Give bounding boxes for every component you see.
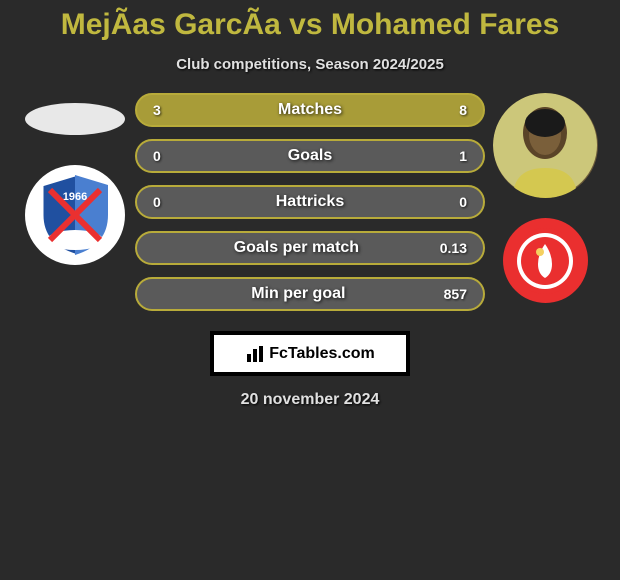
comparison-content: 1966 3 Matches 8 0 Goals 1 0 Hattricks 0… xyxy=(0,93,620,311)
shield-icon: 1966 xyxy=(30,170,120,260)
stat-label: Matches xyxy=(278,101,342,119)
stat-right-value: 0.13 xyxy=(440,240,467,256)
stats-bars: 3 Matches 8 0 Goals 1 0 Hattricks 0 Goal… xyxy=(135,93,485,311)
right-club-badge xyxy=(503,218,588,303)
badge-year: 1966 xyxy=(63,191,87,203)
right-player-avatar xyxy=(493,93,598,198)
stat-right-value: 0 xyxy=(459,194,467,210)
left-player-column: 1966 xyxy=(15,93,135,265)
right-player-column xyxy=(485,93,605,303)
date-label: 20 november 2024 xyxy=(0,391,620,409)
page-title: MejÃas GarcÃa vs Mohamed Fares xyxy=(0,0,620,42)
person-icon xyxy=(493,93,598,198)
stat-left-value: 3 xyxy=(153,102,161,118)
stat-bar: Min per goal 857 xyxy=(135,277,485,311)
stat-bar: Goals per match 0.13 xyxy=(135,231,485,265)
stat-left-value: 0 xyxy=(153,148,161,164)
source-label: FcTables.com xyxy=(269,345,375,363)
left-player-placeholder xyxy=(25,103,125,135)
stat-label: Min per goal xyxy=(251,285,345,303)
stat-label: Goals xyxy=(288,147,332,165)
stat-bar: 3 Matches 8 xyxy=(135,93,485,127)
left-club-badge: 1966 xyxy=(25,165,125,265)
source-attribution: FcTables.com xyxy=(210,331,410,376)
stat-bar: 0 Goals 1 xyxy=(135,139,485,173)
stat-right-value: 1 xyxy=(459,148,467,164)
stat-right-value: 8 xyxy=(459,102,467,118)
stat-right-value: 857 xyxy=(444,286,467,302)
stat-label: Goals per match xyxy=(234,239,359,257)
stat-label: Hattricks xyxy=(276,193,344,211)
page-subtitle: Club competitions, Season 2024/2025 xyxy=(0,56,620,73)
club-icon xyxy=(510,226,580,296)
stat-left-value: 0 xyxy=(153,194,161,210)
stat-bar: 0 Hattricks 0 xyxy=(135,185,485,219)
bars-icon xyxy=(245,344,265,364)
